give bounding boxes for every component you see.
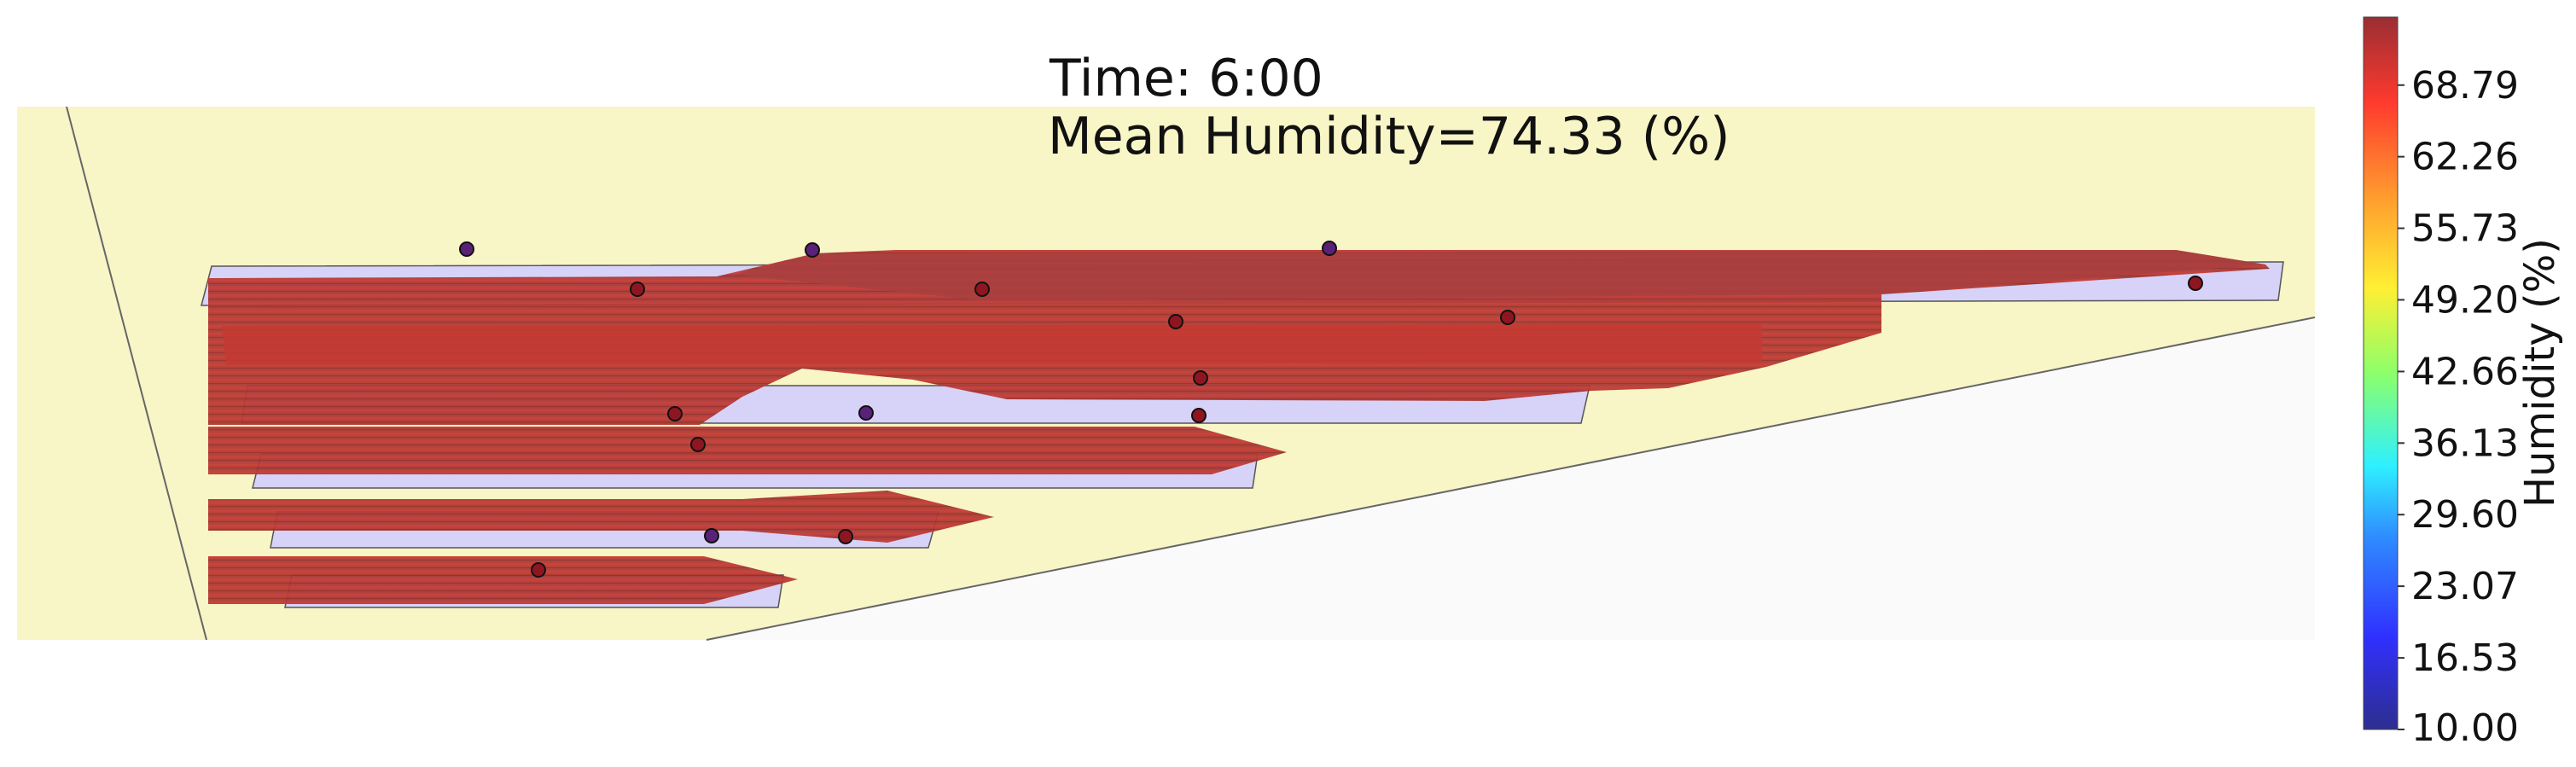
- floor-right-edge: [706, 317, 2316, 641]
- sensor-point: [838, 529, 853, 544]
- sensor-point: [1168, 314, 1183, 329]
- humidity-surface: [208, 556, 798, 604]
- sensor-point: [459, 241, 474, 257]
- colorbar-tick-label: 16.53: [2411, 636, 2519, 680]
- colorbar-tick-label: 36.13: [2411, 421, 2519, 465]
- floor-left-edge: [66, 106, 207, 641]
- sensor-point: [974, 282, 990, 297]
- humidity-surface-upper: [734, 250, 2265, 300]
- chart-title-line-2: Mean Humidity=74.33 (%): [1048, 107, 1730, 166]
- sensor-point: [531, 562, 546, 578]
- sensor-point: [1500, 310, 1515, 325]
- humidity-surface-inner: [222, 324, 1762, 365]
- colorbar-tick-label: 42.66: [2411, 350, 2519, 393]
- colorbar-tick-label: 62.26: [2411, 136, 2519, 179]
- colorbar-tick-label: 55.73: [2411, 207, 2519, 251]
- sensor-point: [858, 405, 874, 421]
- sensor-point: [704, 528, 719, 543]
- colorbar-tick-label: 49.20: [2411, 278, 2519, 322]
- sensor-point: [1193, 370, 1208, 386]
- humidity-surface: [208, 427, 1287, 474]
- chart-title-line-1: Time: 6:00: [1049, 49, 1323, 108]
- sensor-point: [690, 437, 706, 452]
- colorbar-tick-label: 68.79: [2411, 64, 2519, 107]
- sensor-point: [630, 282, 645, 297]
- colorbar-tick-label: 10.00: [2411, 706, 2519, 750]
- colorbar-tick-label: 23.07: [2411, 565, 2519, 608]
- colorbar-label: Humidity (%): [2516, 238, 2564, 508]
- humidity-surface-group: [208, 250, 2270, 604]
- sensor-point: [805, 242, 820, 258]
- colorbar-ticks: 10.00 16.53 23.07 29.60 36.13 42.66 49.20 55.73…: [2398, 64, 2519, 750]
- colorbar-gradient: [2363, 16, 2399, 730]
- sensor-group: [459, 241, 2203, 578]
- sensor-point: [667, 406, 683, 421]
- colorbar: 10.00 16.53 23.07 29.60 36.13 42.66 49.20 55.73…: [2363, 16, 2564, 750]
- sensor-point: [1191, 408, 1207, 423]
- colorbar-tick-label: 29.60: [2411, 493, 2519, 537]
- sensor-point: [1322, 241, 1337, 256]
- humidity-surface: [208, 491, 994, 543]
- sensor-point: [2188, 276, 2203, 291]
